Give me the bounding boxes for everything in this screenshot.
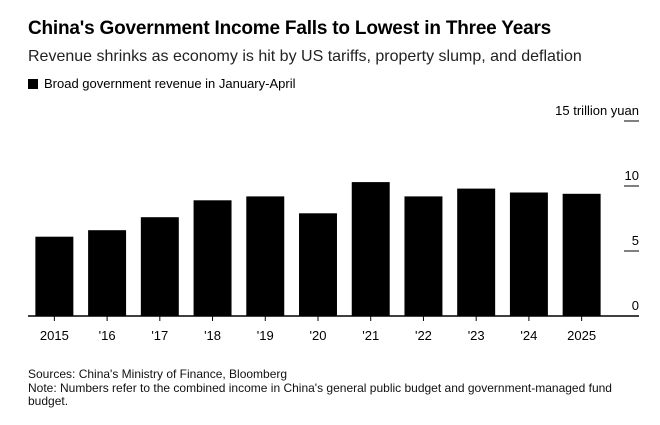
legend: Broad government revenue in January-Apri… — [28, 76, 295, 91]
bar — [193, 200, 232, 316]
x-tick-label: '24 — [520, 328, 537, 343]
y-tick-label: 15 trillion yuan — [555, 103, 639, 118]
bar — [351, 182, 390, 316]
bar — [299, 213, 337, 316]
x-tick-label: '22 — [415, 328, 432, 343]
x-tick-label: '17 — [151, 328, 168, 343]
x-tick-label: '19 — [257, 328, 274, 343]
x-tick-label: '23 — [468, 328, 485, 343]
y-tick-label: 10 — [625, 168, 639, 183]
y-tick-label: 0 — [632, 298, 639, 313]
x-tick-label: '20 — [310, 328, 327, 343]
footnotes: Sources: China's Ministry of Finance, Bl… — [28, 367, 638, 409]
bar — [246, 196, 285, 316]
bar — [509, 192, 548, 316]
bar — [457, 188, 496, 316]
x-tick-label: 2015 — [40, 328, 69, 343]
note-text: Note: Numbers refer to the combined inco… — [28, 380, 612, 408]
bar — [562, 193, 601, 316]
x-tick-label: 2025 — [567, 328, 596, 343]
bar — [140, 217, 179, 316]
x-tick-label: '18 — [204, 328, 221, 343]
y-tick-label: 5 — [632, 233, 639, 248]
legend-label: Broad government revenue in January-Apri… — [44, 76, 296, 91]
x-tick-label: '21 — [362, 328, 379, 343]
chart-subtitle: Revenue shrinks as economy is hit by US … — [28, 48, 582, 65]
sources-text: Sources: China's Ministry of Finance, Bl… — [28, 367, 288, 381]
x-tick-label: '16 — [99, 328, 116, 343]
bar-chart: 0 5 10 15 trillion yuan 2015 '16 '17 '18 '19 '20 '… — [28, 103, 639, 343]
bar — [404, 196, 443, 316]
bar — [88, 230, 127, 316]
chart-title: China's Government Income Falls to Lowes… — [28, 18, 552, 39]
legend-swatch — [28, 78, 38, 89]
bar — [35, 236, 74, 316]
